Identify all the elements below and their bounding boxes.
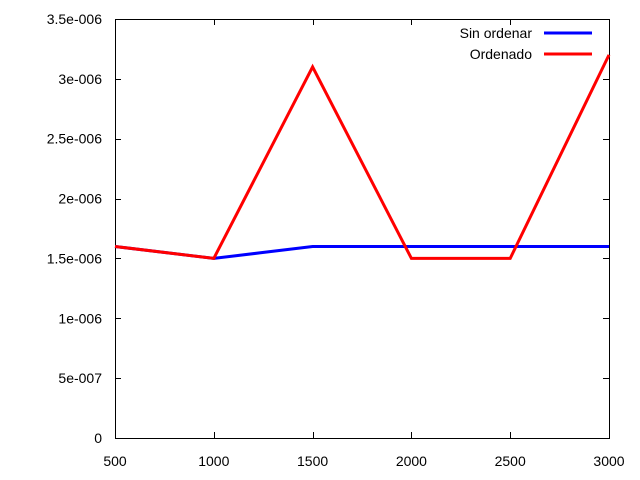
y-tick-label: 3e-006 <box>58 71 102 87</box>
y-tick-label: 5e-007 <box>58 370 102 386</box>
legend-label: Ordenado <box>470 46 532 62</box>
y-axis-tick-labels: 0 5e-007 1e-006 1.5e-006 2e-006 2.5e-006 3e-00… <box>47 11 102 446</box>
x-tick-label: 2500 <box>495 453 526 469</box>
y-tick-label: 3.5e-006 <box>47 11 102 27</box>
series-line-2 <box>114 54 611 261</box>
x-axis-tick-labels: 500 1000 1500 2000 2500 3000 <box>103 453 624 469</box>
y-tick-label: 1e-006 <box>58 310 102 326</box>
plot-frame <box>115 19 610 439</box>
y-tick-label: 0 <box>94 430 102 446</box>
legend-label: Sin ordenar <box>460 25 533 41</box>
x-tick-label: 3000 <box>593 453 624 469</box>
y-tick-label: 2.5e-006 <box>47 131 102 147</box>
axis-ticks <box>115 19 610 439</box>
x-tick-label: 500 <box>103 453 127 469</box>
y-tick-label: 1.5e-006 <box>47 250 102 266</box>
x-tick-label: 1000 <box>198 453 229 469</box>
legend: Sin ordenar Ordenado <box>460 25 592 62</box>
x-tick-label: 2000 <box>396 453 427 469</box>
y-tick-label: 2e-006 <box>58 191 102 207</box>
series-lines <box>114 54 611 261</box>
x-tick-label: 1500 <box>297 453 328 469</box>
